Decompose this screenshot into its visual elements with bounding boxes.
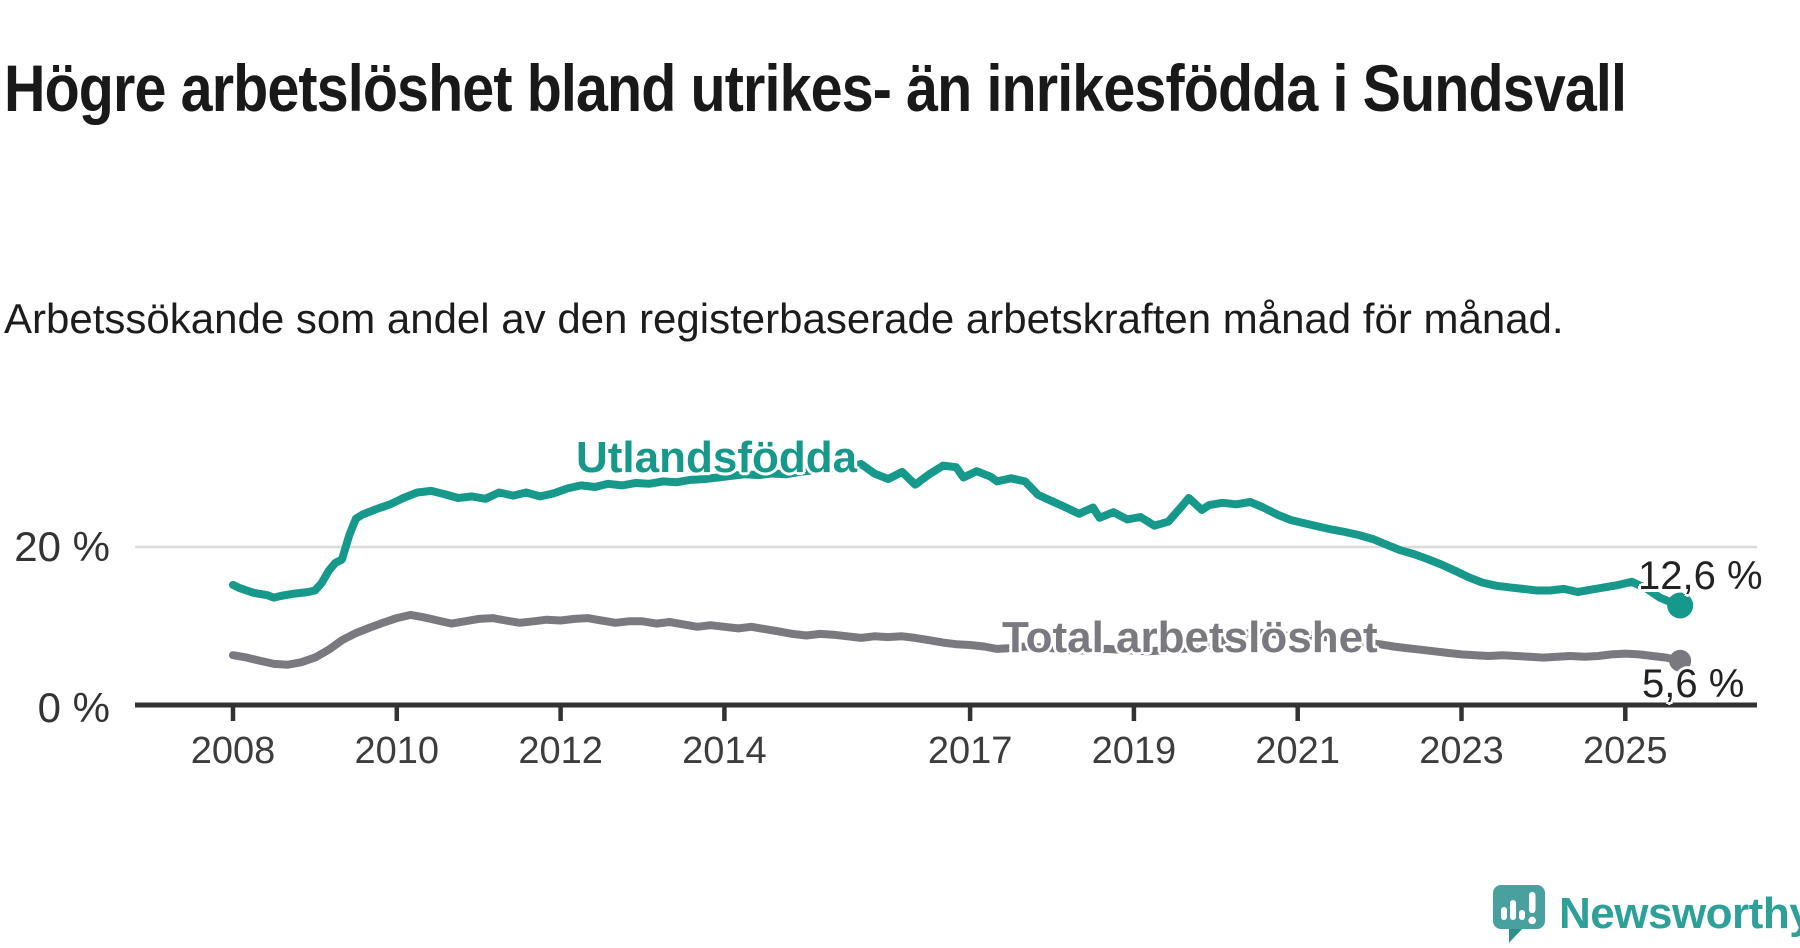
x-axis-label-2025: 2025 [1583,730,1668,772]
x-axis-label-2017: 2017 [927,730,1013,772]
newsworthy-logo[interactable]: Newsworthy [1492,884,1800,944]
x-axis-label-2019: 2019 [1091,730,1177,772]
newsworthy-logo-text: Newsworthy [1559,889,1800,938]
series-label-utlandsfodda: Utlandsfödda [576,433,858,482]
x-axis-label-2010: 2010 [354,730,440,772]
newsworthy-speech-bubble-chart-icon [1493,885,1545,943]
page-title: Högre arbetslöshet bland utrikes- än inr… [4,51,1627,126]
page-subtitle: Arbetssökande som andel av den registerb… [4,295,1564,342]
x-axis-label-2023: 2023 [1419,730,1504,772]
y-axis-label-0: 0 % [37,684,110,731]
y-axis-label-20: 20 % [14,523,110,570]
x-axis-label-2014: 2014 [682,730,767,772]
end-point-dot-1 [1669,649,1692,672]
end-value-label-utlandsfodda: 12,6 % [1638,554,1763,598]
x-axis-label-2008: 2008 [190,730,276,772]
end-value-label-total: 5,6 % [1642,662,1745,706]
end-point-dot-0 [1667,592,1694,619]
x-axis-label-2021: 2021 [1255,730,1340,772]
x-axis-label-2012: 2012 [518,730,603,772]
series-label-total-arbetsloshet: Total arbetslöshet [1002,613,1378,662]
series-line-0 [229,460,1685,610]
series-line-1 [229,610,1685,669]
